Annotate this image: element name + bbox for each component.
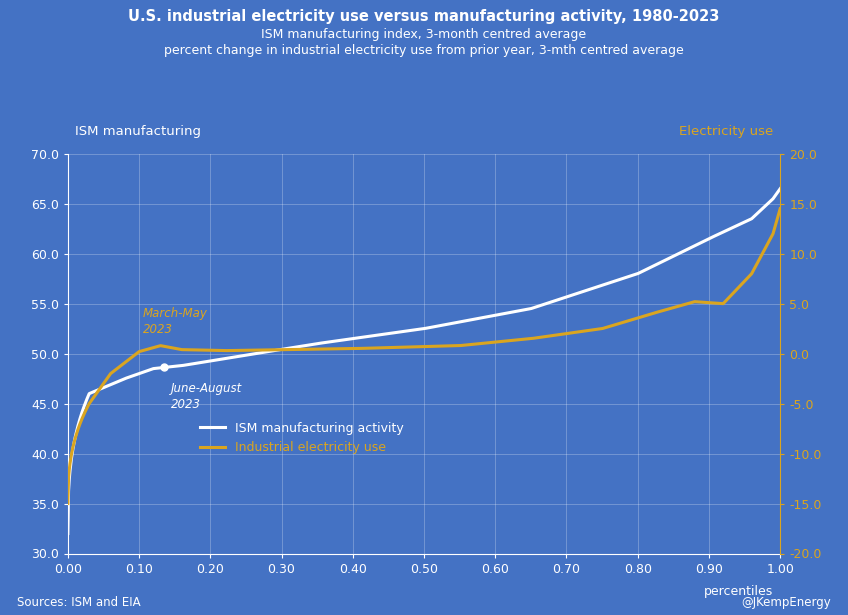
Text: ISM manufacturing: ISM manufacturing <box>75 125 201 138</box>
Text: ISM manufacturing index, 3-month centred average: ISM manufacturing index, 3-month centred… <box>261 28 587 41</box>
Text: percent change in industrial electricity use from prior year, 3-mth centred aver: percent change in industrial electricity… <box>165 44 683 57</box>
Text: percentiles: percentiles <box>704 585 773 598</box>
Text: June-August
2023: June-August 2023 <box>171 383 243 411</box>
Text: Sources: ISM and EIA: Sources: ISM and EIA <box>17 596 141 609</box>
Legend: ISM manufacturing activity, Industrial electricity use: ISM manufacturing activity, Industrial e… <box>195 417 409 459</box>
Text: @JKempEnergy: @JKempEnergy <box>741 596 831 609</box>
Text: March-May
2023: March-May 2023 <box>142 307 208 336</box>
Text: Electricity use: Electricity use <box>678 125 773 138</box>
Text: U.S. industrial electricity use versus manufacturing activity, 1980-2023: U.S. industrial electricity use versus m… <box>128 9 720 24</box>
